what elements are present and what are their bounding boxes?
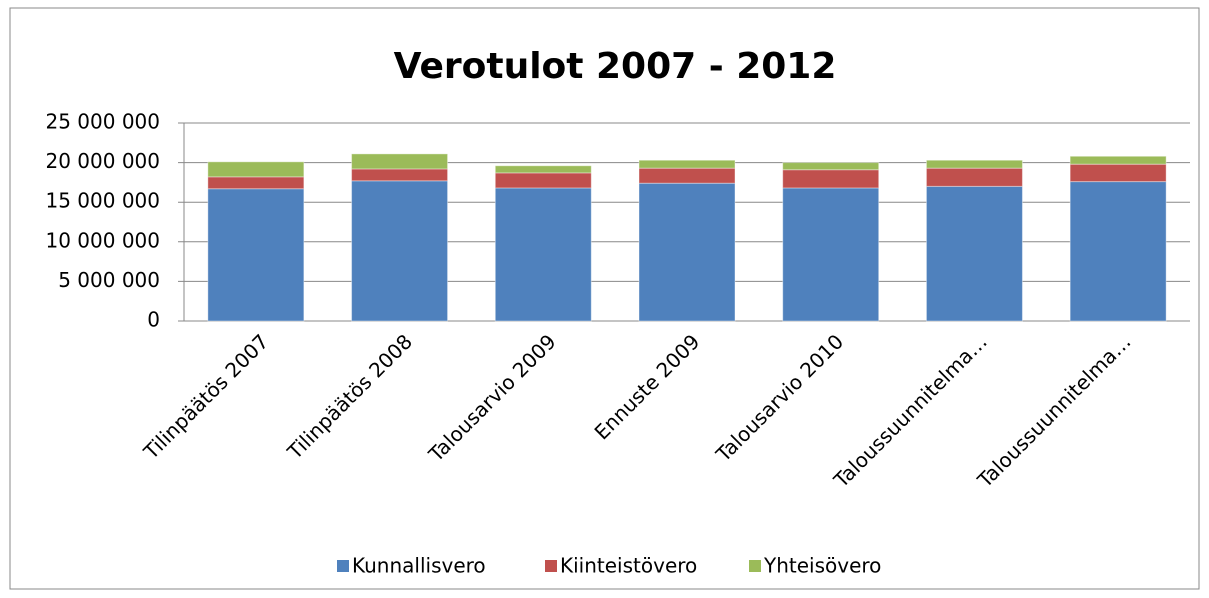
bar-segment [207, 176, 305, 190]
bar-segment [207, 188, 305, 322]
bar-segment [925, 159, 1023, 169]
legend-swatch [337, 560, 349, 572]
y-tick-label: 10 000 000 [45, 228, 160, 252]
y-tick-label: 5 000 000 [58, 268, 160, 292]
bar-segment [207, 161, 305, 178]
bar-segment [782, 187, 880, 322]
legend-label: Yhteisövero [763, 554, 881, 578]
bar-segment [1069, 155, 1167, 165]
legend-swatch [545, 560, 557, 572]
y-tick-label: 15 000 000 [45, 189, 160, 213]
bar-segment [638, 182, 736, 322]
bar-segment [351, 153, 449, 170]
y-tick-label: 20 000 000 [45, 149, 160, 173]
legend-label: Kunnallisvero [352, 554, 486, 578]
bar-segment [925, 185, 1023, 322]
bar-segment [1069, 163, 1167, 183]
y-tick-label: 25 000 000 [45, 110, 160, 134]
y-tick-label: 0 [147, 308, 160, 332]
bar-segment [638, 167, 736, 184]
bar-segment [638, 159, 736, 169]
bar-segment [782, 169, 880, 189]
bar-segment [494, 172, 592, 189]
bar-segment [925, 167, 1023, 187]
bar-segment [782, 162, 880, 171]
bar-segment [494, 165, 592, 174]
bar-segment [1069, 181, 1167, 322]
chart-title: Verotulot 2007 - 2012 [394, 46, 837, 87]
legend-swatch [749, 560, 761, 572]
bar-segment [494, 187, 592, 322]
legend-label: Kiinteistövero [560, 554, 697, 578]
bar-segment [351, 180, 449, 322]
bar-segment [351, 168, 449, 182]
